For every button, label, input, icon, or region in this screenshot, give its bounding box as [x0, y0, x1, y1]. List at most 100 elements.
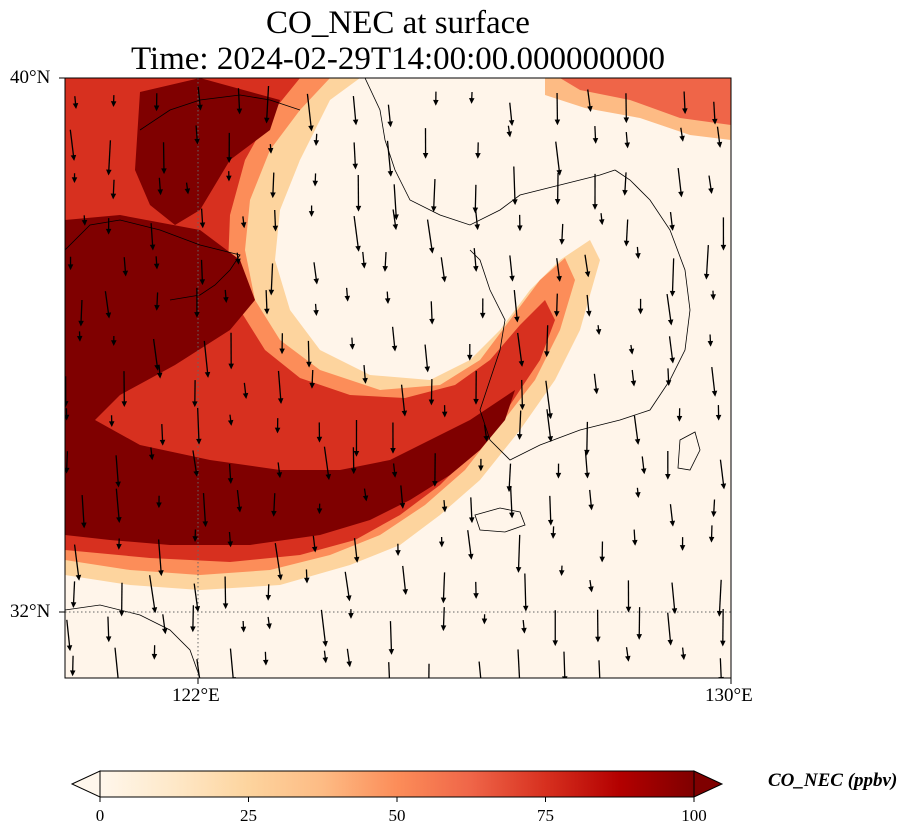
wind-arrow-head	[362, 377, 368, 384]
wind-arrow-head	[395, 550, 401, 556]
wind-arrow	[524, 573, 527, 611]
wind-arrow-head	[277, 398, 284, 405]
wind-arrow	[270, 263, 274, 295]
wind-arrow-head	[346, 595, 352, 602]
wind-arrow-head	[313, 278, 319, 285]
wind-arrow-head	[352, 163, 358, 170]
wind-arrow-head	[154, 364, 160, 371]
wind-arrow-head	[628, 348, 635, 355]
wind-arrow-head	[508, 119, 515, 126]
wind-arrow	[344, 571, 351, 600]
wind-arrow-head	[720, 483, 727, 490]
wind-arrow	[265, 85, 270, 123]
wind-arrow-head	[433, 99, 439, 106]
wind-arrow-head	[550, 533, 557, 539]
wind-arrow-head	[553, 311, 560, 317]
wind-arrow-head	[441, 506, 448, 513]
wind-arrow-head	[468, 97, 475, 104]
wind-arrow-head	[316, 508, 323, 515]
wind-arrow	[586, 421, 589, 455]
wind-arrow-head	[312, 180, 319, 187]
wind-arrow-head	[70, 602, 77, 608]
wind-arrow-head	[710, 294, 716, 301]
wind-arrow	[104, 291, 110, 318]
wind-arrow-head	[667, 639, 674, 646]
wind-arrow-head	[669, 357, 676, 364]
wind-arrow-head	[194, 138, 200, 145]
wind-arrow-head	[69, 670, 76, 677]
wind-arrow-head	[624, 142, 630, 149]
wind-arrow-head	[554, 119, 561, 126]
wind-arrow-head	[279, 348, 285, 355]
wind-arrow-head	[679, 545, 686, 551]
wind-arrow-head	[262, 659, 269, 666]
wind-arrow-head	[266, 623, 272, 630]
wind-arrow-head	[468, 553, 474, 560]
wind-arrow-head	[391, 345, 398, 352]
wind-arrow	[555, 141, 561, 175]
wind-arrow-head	[265, 594, 272, 601]
wind-arrow-head	[440, 625, 447, 632]
wind-arrow-head	[637, 308, 644, 315]
map-time-subtitle: Time: 2024-02-29T14:00:00.000000000	[130, 41, 666, 77]
wind-arrow-head	[399, 502, 406, 509]
wind-arrow	[224, 576, 227, 608]
wind-arrow-head	[81, 219, 88, 226]
wind-arrow-head	[632, 539, 638, 546]
wind-arrow	[509, 485, 513, 517]
wind-arrow-head	[424, 366, 431, 373]
wind-arrow-head	[716, 141, 723, 148]
wind-arrow-head	[223, 296, 229, 303]
wind-arrow-head	[720, 640, 726, 647]
wind-arrow-head	[635, 491, 641, 498]
wind-arrow-head	[561, 676, 568, 678]
wind-arrow-head	[475, 152, 481, 159]
wind-arrow	[518, 410, 522, 439]
wind-arrow-head	[227, 541, 234, 548]
wind-arrow-head	[584, 472, 590, 479]
wind-arrow-head	[544, 351, 550, 358]
wind-arrow-head	[716, 610, 723, 617]
wind-arrow	[196, 659, 201, 678]
wind-arrow-head	[679, 135, 685, 142]
wind-arrow-head	[595, 329, 602, 336]
wind-arrow-head	[222, 603, 229, 610]
wind-arrow-head	[70, 154, 77, 161]
wind-arrow-head	[669, 290, 676, 297]
wind-arrow	[521, 379, 524, 409]
wind-arrow-head	[623, 240, 630, 247]
wind-arrow-head	[707, 340, 714, 347]
wind-arrow-head	[703, 273, 710, 280]
wind-arrow-head	[227, 419, 234, 426]
wind-arrow-head	[149, 244, 156, 251]
wind-arrow-head	[277, 574, 283, 581]
wind-arrow-head	[512, 199, 518, 206]
wind-arrow-head	[118, 610, 125, 617]
wind-arrow-head	[355, 245, 361, 252]
wind-arrow-head	[438, 541, 445, 548]
wind-arrow	[274, 542, 282, 580]
wind-arrow	[157, 539, 162, 575]
wind-arrow-head	[110, 193, 117, 200]
wind-arrow-head	[547, 519, 554, 526]
wind-arrow-head	[348, 613, 354, 619]
wind-arrow	[66, 619, 71, 650]
wind-arrow	[625, 219, 629, 246]
wind-arrow-head	[428, 399, 435, 406]
wind-arrow-head	[106, 169, 112, 176]
wind-arrow	[402, 565, 407, 594]
wind-arrow-head	[194, 606, 201, 613]
coastlines	[65, 78, 701, 678]
wind-arrow-head	[105, 636, 112, 643]
wind-arrow-head	[671, 608, 678, 615]
wind-arrow-head	[311, 546, 318, 553]
wind-arrow-head	[427, 686, 430, 690]
wind-arrow-head	[75, 574, 82, 581]
wind-arrow	[73, 544, 80, 580]
wind-vectors	[65, 85, 727, 690]
wind-arrow-head	[192, 536, 198, 542]
wind-arrow	[563, 651, 566, 678]
wind-arrow-head	[190, 626, 196, 633]
wind-arrow	[545, 380, 552, 418]
wind-arrow-head	[306, 361, 312, 368]
